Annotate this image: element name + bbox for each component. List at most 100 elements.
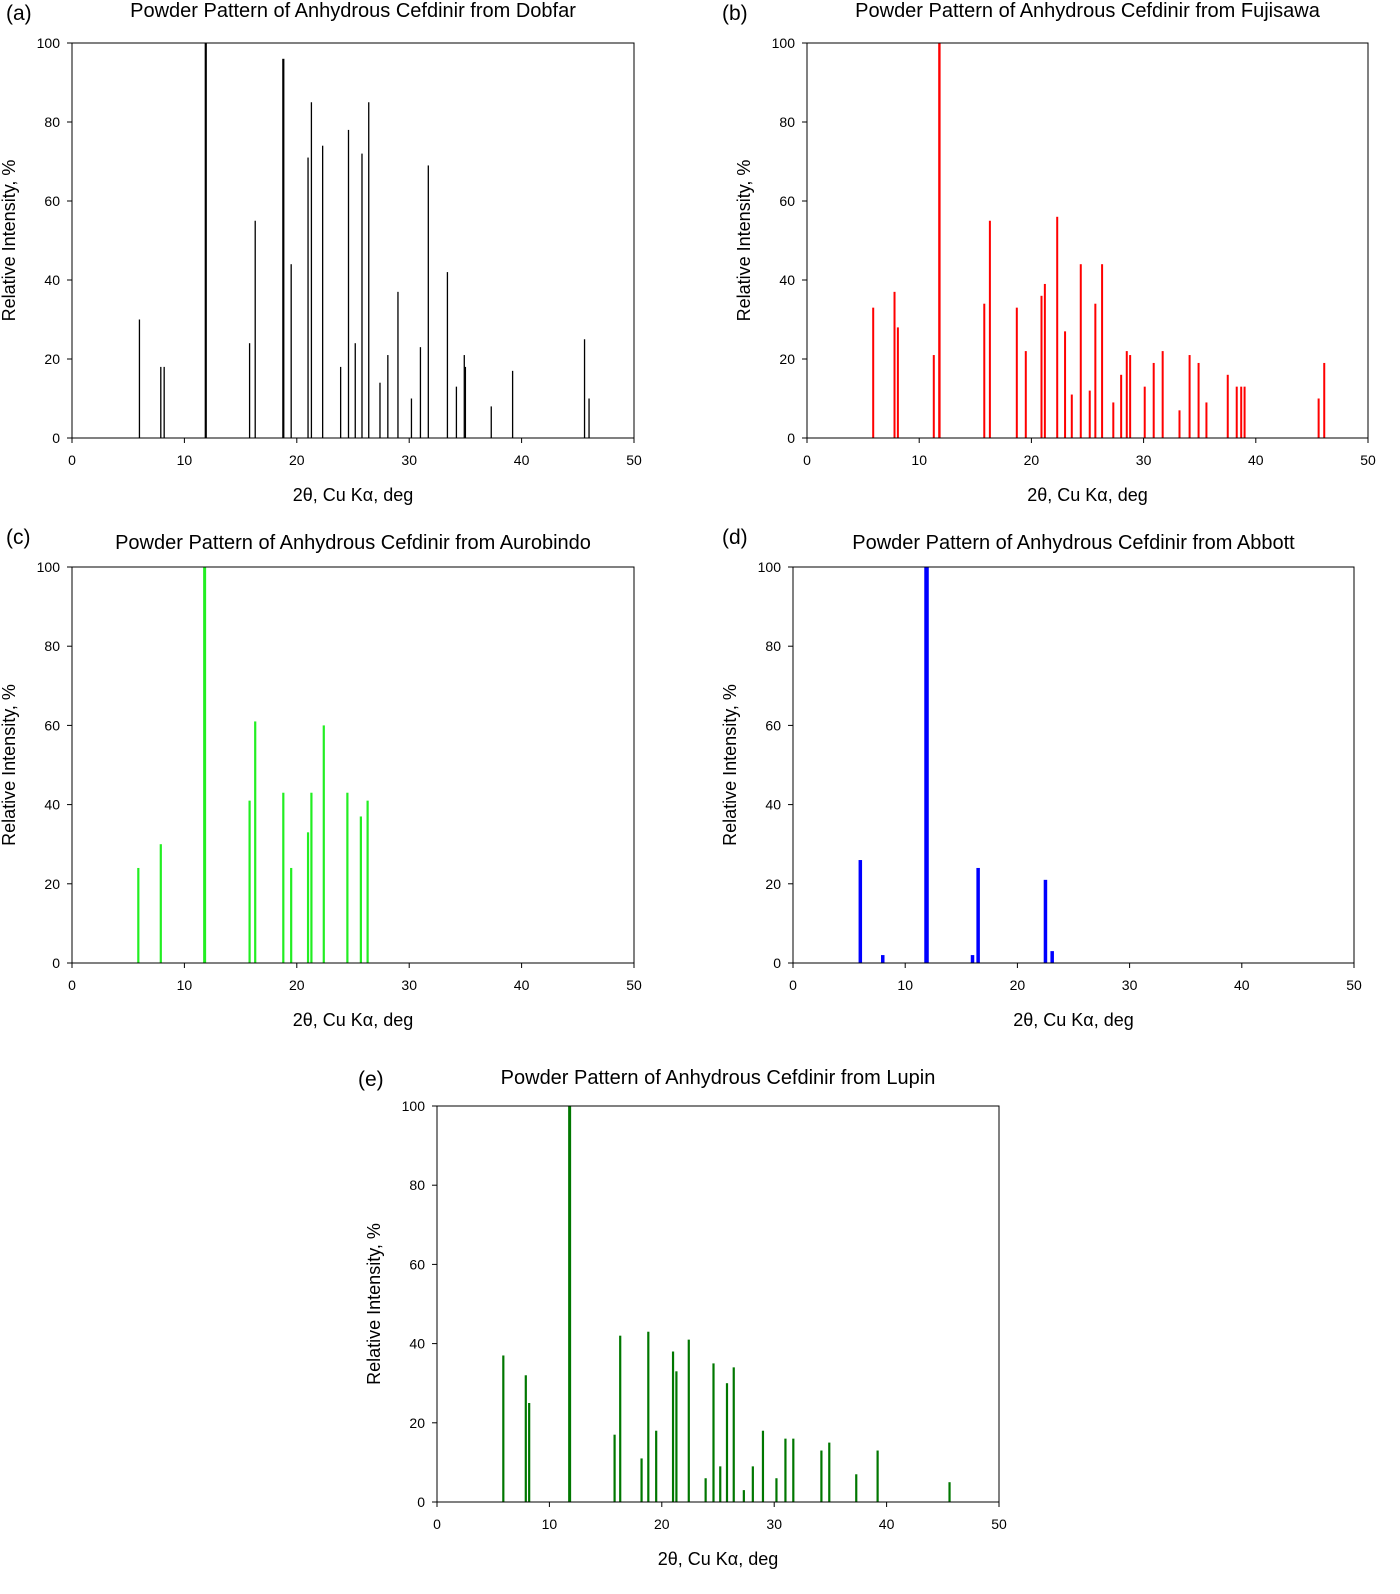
peak-bar xyxy=(524,1375,527,1502)
peak-bar xyxy=(204,43,207,438)
x-tick-label: 0 xyxy=(803,452,811,468)
peak-bar xyxy=(254,721,257,963)
peak-bar xyxy=(893,291,896,438)
peak-bar xyxy=(775,1478,778,1502)
peak-bar xyxy=(938,43,941,438)
peak-bar xyxy=(1056,216,1059,438)
peak-bar xyxy=(970,955,975,963)
x-axis-label: 2θ, Cu Kα, deg xyxy=(293,485,413,505)
y-tick-label: 0 xyxy=(52,955,60,971)
peak-bar xyxy=(248,343,251,438)
panel-label: (d) xyxy=(722,526,748,549)
peak-bar xyxy=(1235,386,1238,438)
x-tick-label: 50 xyxy=(1360,452,1376,468)
x-tick-label: 50 xyxy=(626,977,642,993)
peak-bar xyxy=(379,382,381,438)
y-tick-label: 20 xyxy=(44,876,60,892)
chart-panel: (e) Powder Pattern of Anhydrous Cefdinir … xyxy=(358,1067,1007,1569)
peak-bar xyxy=(282,58,285,439)
peak-bar xyxy=(137,867,140,963)
y-tick-label: 40 xyxy=(779,272,795,288)
peak-bar xyxy=(988,220,991,438)
peak-bar xyxy=(820,1450,823,1502)
plot-frame xyxy=(71,566,635,964)
peak-bar xyxy=(792,1438,795,1502)
peak-bar xyxy=(310,792,313,963)
peak-bar xyxy=(322,145,324,438)
peak-bar xyxy=(855,1474,858,1502)
x-tick-label: 20 xyxy=(289,977,305,993)
x-tick-label: 0 xyxy=(789,977,797,993)
plot-frame xyxy=(792,566,1355,964)
x-tick-label: 40 xyxy=(514,452,530,468)
x-tick-label: 40 xyxy=(514,977,530,993)
y-axis-label: Relative Intensity, % xyxy=(734,160,754,322)
peak-bar xyxy=(1120,374,1123,438)
peak-bar xyxy=(1112,402,1115,438)
peak-bar xyxy=(366,800,369,963)
x-tick-label: 30 xyxy=(401,977,417,993)
peak-bar xyxy=(761,1430,765,1502)
y-tick-label: 100 xyxy=(37,35,61,51)
peak-bar xyxy=(732,1367,735,1502)
y-tick-label: 0 xyxy=(417,1494,425,1510)
peak-bar xyxy=(1125,351,1128,438)
y-tick-label: 100 xyxy=(402,1098,426,1114)
peak-bar xyxy=(307,157,309,439)
peak-bar xyxy=(1240,386,1243,438)
peak-bar xyxy=(583,339,586,438)
peak-bar xyxy=(1088,390,1091,438)
x-tick-label: 20 xyxy=(289,452,305,468)
y-tick-label: 20 xyxy=(765,876,781,892)
chart-panel: (d) Powder Pattern of Anhydrous Cefdinir … xyxy=(720,526,1362,1030)
peak-bar xyxy=(347,129,350,438)
chart-title: Powder Pattern of Anhydrous Cefdinir fro… xyxy=(852,532,1295,554)
plot-frame xyxy=(436,1105,1000,1503)
y-tick-label: 60 xyxy=(765,717,781,733)
x-tick-label: 20 xyxy=(1010,977,1026,993)
peak-bar xyxy=(1188,355,1191,438)
plot-frame xyxy=(71,42,635,439)
y-axis-label: Relative Intensity, % xyxy=(364,1223,384,1385)
peak-bar xyxy=(397,291,399,438)
y-tick-label: 80 xyxy=(409,1177,425,1193)
peak-bar xyxy=(588,398,590,438)
peak-bar xyxy=(932,355,935,438)
peak-bar xyxy=(983,303,986,438)
x-tick-label: 0 xyxy=(68,452,76,468)
x-tick-label: 30 xyxy=(1122,977,1138,993)
x-axis-label: 2θ, Cu Kα, deg xyxy=(1027,485,1147,505)
peak-bar xyxy=(368,102,370,438)
peak-bar xyxy=(282,792,285,963)
peak-bar xyxy=(1243,386,1246,438)
y-tick-label: 60 xyxy=(44,717,60,733)
y-tick-label: 80 xyxy=(765,638,781,654)
y-tick-label: 40 xyxy=(44,272,60,288)
peak-bar xyxy=(675,1371,678,1502)
chart-title: Powder Pattern of Anhydrous Cefdinir fro… xyxy=(501,1067,936,1089)
x-tick-label: 50 xyxy=(626,452,642,468)
x-tick-label: 40 xyxy=(1234,977,1250,993)
y-tick-label: 20 xyxy=(44,351,60,367)
x-tick-label: 40 xyxy=(1248,452,1264,468)
x-tick-label: 30 xyxy=(766,1516,782,1532)
x-tick-label: 50 xyxy=(1346,977,1362,993)
peak-bar xyxy=(1323,362,1326,438)
peak-bar xyxy=(306,832,310,963)
x-tick-label: 10 xyxy=(542,1516,558,1532)
peak-bar xyxy=(719,1466,722,1502)
x-tick-label: 40 xyxy=(879,1516,895,1532)
peak-bar xyxy=(924,567,929,963)
x-tick-label: 30 xyxy=(1136,452,1152,468)
peak-bar xyxy=(948,1482,951,1502)
x-tick-label: 20 xyxy=(1024,452,1040,468)
x-tick-label: 10 xyxy=(177,977,193,993)
peak-bar xyxy=(704,1478,707,1502)
y-tick-label: 0 xyxy=(52,430,60,446)
peak-bar xyxy=(359,816,362,963)
peak-bar xyxy=(203,567,207,963)
chart-panel: (b) Powder Pattern of Anhydrous Cefdinir … xyxy=(722,0,1376,505)
peak-bar xyxy=(464,366,467,438)
peak-bar xyxy=(138,319,141,438)
